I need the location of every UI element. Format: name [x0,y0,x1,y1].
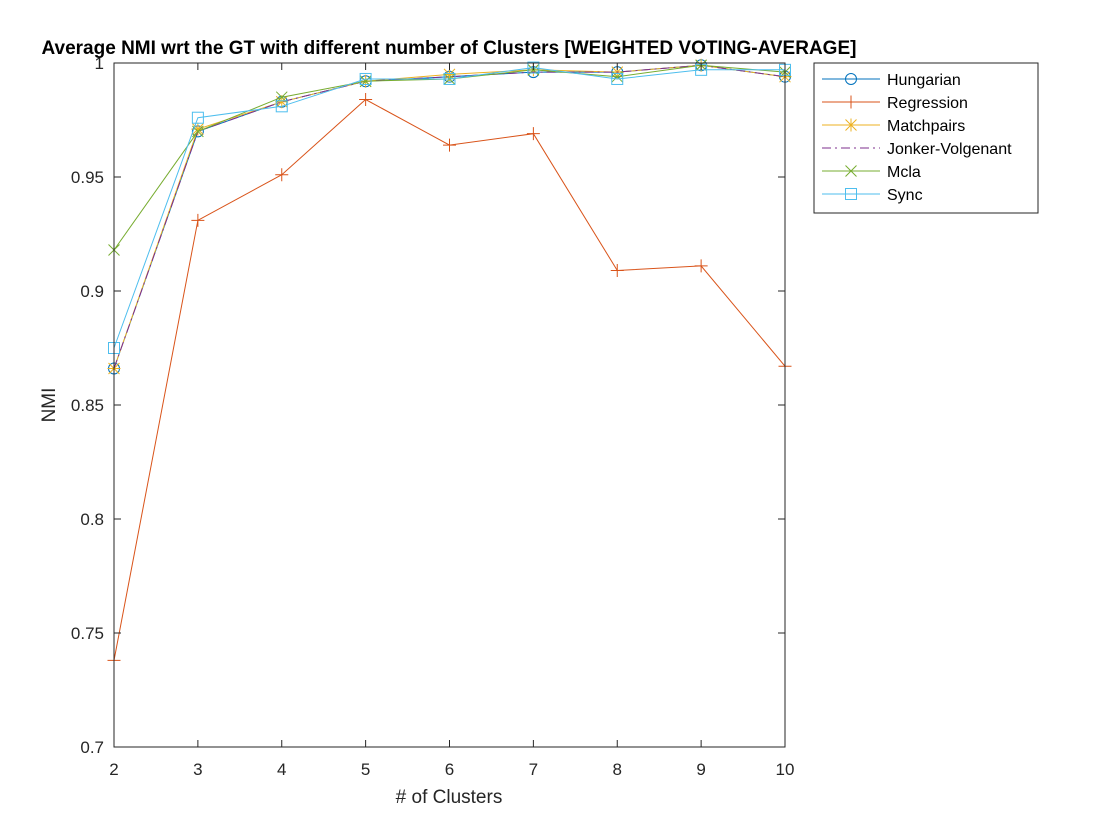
data-point-sync [275,100,288,113]
legend-label-jonker-volgenant: Jonker-Volgenant [887,141,1012,158]
x-tick-label: 6 [445,760,454,779]
y-tick-label: 0.75 [71,624,104,643]
data-point-matchpairs [191,122,205,136]
legend-marker-mcla [845,165,857,177]
data-point-sync [443,72,456,85]
x-tick-label: 2 [109,760,118,779]
data-point-sync [611,72,624,85]
x-tick-label: 10 [776,760,795,779]
data-point-matchpairs [275,95,289,109]
legend-item-sync: Sync [822,187,923,204]
x-axis-label: # of Clusters [396,787,503,808]
series-layer [107,58,792,667]
legend-item-jonker-volgenant: Jonker-Volgenant [822,141,1012,158]
data-point-sync [527,61,540,74]
data-point-sync [191,111,204,124]
x-tick-label: 8 [613,760,622,779]
legend-item-regression: Regression [822,95,968,112]
y-tick-label: 0.95 [71,168,104,187]
y-tick-label: 0.9 [80,282,104,301]
legend: Hungarian Regression Matchpairs Jonker-Volg… [813,62,1039,214]
plot-area [114,63,785,747]
legend-marker-sync [845,188,857,200]
x-tick-label: 9 [696,760,705,779]
legend-label-hungarian: Hungarian [887,72,961,89]
data-point-regression [694,259,708,273]
legend-item-matchpairs: Matchpairs [822,118,965,135]
chart-title: Average NMI wrt the GT with different nu… [42,38,857,59]
data-point-regression [275,168,289,182]
legend-label-regression: Regression [887,95,968,112]
y-tick-label: 0.8 [80,510,104,529]
y-tick-label: 0.85 [71,396,104,415]
series-sync [108,61,791,354]
y-axis-label: NMI [39,388,60,423]
ticks-layer: 2 3 4 5 6 7 8 9 10 0.7 0.75 0.8 0.85 0.9 0.95 1 [71,54,795,779]
legend-item-mcla: Mcla [822,164,921,181]
legend-marker-regression [844,95,858,109]
data-point-matchpairs [443,67,456,81]
y-tick-label: 1 [95,54,104,73]
x-tick-label: 5 [361,760,370,779]
legend-marker-matchpairs [844,118,858,132]
data-point-sync [359,72,372,85]
data-point-regression [610,263,624,277]
legend-item-hungarian: Hungarian [822,72,961,89]
legend-label-matchpairs: Matchpairs [887,118,965,135]
data-point-regression [526,127,540,141]
data-point-regression [443,138,456,152]
x-tick-label: 3 [193,760,202,779]
legend-label-sync: Sync [887,187,923,204]
legend-label-mcla: Mcla [887,164,921,181]
data-point-regression [191,213,205,227]
y-tick-label: 0.7 [80,738,104,757]
legend-marker-hungarian [845,73,857,85]
series-line-sync [113,67,785,349]
data-point-regression [359,92,373,106]
x-tick-label: 4 [277,760,286,779]
x-tick-label: 7 [529,760,538,779]
